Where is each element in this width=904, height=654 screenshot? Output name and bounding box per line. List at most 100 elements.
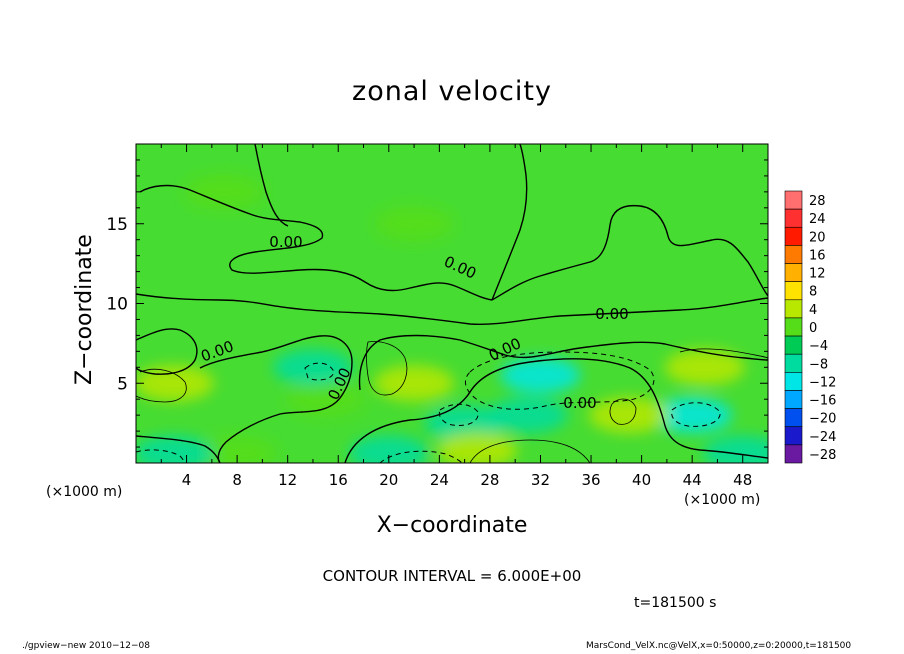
contour-line xyxy=(136,435,221,463)
x-tick-label: 44 xyxy=(683,471,702,489)
colorbar-segment xyxy=(784,317,803,337)
x-tick-label: 4 xyxy=(182,471,192,489)
contour-line xyxy=(366,341,408,396)
contour-line xyxy=(344,358,768,463)
colorbar-segment xyxy=(784,444,803,464)
x-tick-label: 32 xyxy=(531,471,550,489)
colorbar-tick-label: 4 xyxy=(809,303,817,318)
contour-line xyxy=(139,184,493,301)
colorbar-tick-label: 28 xyxy=(809,194,826,209)
colorbar-tick-label: −16 xyxy=(809,394,836,409)
field-regions xyxy=(136,173,768,463)
field-region xyxy=(588,397,669,434)
contour-interval: CONTOUR INTERVAL = 6.000E+00 xyxy=(322,567,582,585)
field-region xyxy=(702,435,768,463)
colorbar-segment xyxy=(784,245,803,264)
contour-label: 0.00 xyxy=(269,233,302,251)
y-tick-label: 5 xyxy=(117,374,128,394)
contour-line xyxy=(438,403,479,426)
contour-line xyxy=(609,398,637,425)
colorbar-segment xyxy=(784,335,803,355)
x-axis-label: X−coordinate xyxy=(376,513,528,538)
field-region xyxy=(374,365,455,402)
contour-line xyxy=(464,351,655,410)
colorbar-segment xyxy=(784,190,803,210)
contour-line xyxy=(671,402,721,427)
colorbar-segment xyxy=(784,372,803,391)
footer-right: MarsCond_VelX.nc@VelX,x=0:50000,z=0:2000… xyxy=(586,641,852,651)
x-tick-label: 28 xyxy=(480,471,499,489)
contour-line xyxy=(136,293,768,326)
y-axis-label: Z−coordinate xyxy=(72,234,97,385)
plot-area: 0.000.000.000.000.000.000.00 4 8 12 16 20 24 2… xyxy=(106,143,769,489)
contour-line xyxy=(491,144,528,301)
field-region xyxy=(348,435,429,463)
x-tick-label: 8 xyxy=(232,471,242,489)
colorbar-tick-label: −8 xyxy=(809,357,828,372)
field-region xyxy=(424,405,505,442)
colorbar-tick-label: 20 xyxy=(809,230,826,245)
x-tick-label: 20 xyxy=(379,471,398,489)
colorbar-tick-label: −28 xyxy=(809,448,836,463)
field-region xyxy=(136,365,214,402)
colorbar-segment xyxy=(784,408,803,428)
colorbar-segment xyxy=(784,208,803,228)
colorbar-segment xyxy=(784,390,803,409)
x-tick-label: 40 xyxy=(632,471,651,489)
contour-line xyxy=(379,450,463,463)
x-tick-label: 12 xyxy=(278,471,297,489)
field-region xyxy=(197,435,278,463)
contour-line xyxy=(358,334,768,391)
field-region xyxy=(437,432,518,463)
colorbar-segment xyxy=(784,226,803,246)
colorbar-segment xyxy=(784,353,803,373)
contour-line xyxy=(304,362,335,381)
y-tick-label: 10 xyxy=(106,295,128,315)
field-region xyxy=(500,357,581,394)
chart-title: zonal velocity xyxy=(352,76,552,107)
colorbar-tick-label: −4 xyxy=(809,339,828,354)
field-region xyxy=(272,349,353,386)
x-axis: 4 8 12 16 20 24 28 32 36 40 44 48 xyxy=(160,144,752,489)
contour-line xyxy=(679,348,768,359)
field-region xyxy=(664,349,745,386)
colorbar-tick-label: −20 xyxy=(809,412,836,427)
field-region xyxy=(487,397,568,434)
footer-left: ./gpview−new 2010−12−08 xyxy=(22,641,150,651)
colorbar-segment xyxy=(784,263,803,282)
contour-line xyxy=(491,204,768,301)
contour-label: 0.00 xyxy=(563,394,596,412)
colorbar-tick-label: 12 xyxy=(809,267,826,282)
colorbar: 28 24 20 16 12 8 4 0 −4 −8 −12 −16 −20 −24 −28 xyxy=(784,190,836,464)
contour-line xyxy=(136,449,185,463)
contour-lines xyxy=(136,144,768,463)
colorbar-tick-label: 8 xyxy=(809,285,817,300)
colorbar-tick-label: −24 xyxy=(809,430,836,445)
colorbar-tick-label: −12 xyxy=(809,375,836,390)
colorbar-tick-label: 24 xyxy=(809,212,826,227)
x-tick-label: 36 xyxy=(581,471,600,489)
contour-line xyxy=(136,368,187,403)
field-region xyxy=(374,205,455,242)
time-stamp: t=181500 s xyxy=(634,595,717,611)
colorbar-tick-label: 16 xyxy=(809,248,826,263)
contour-line xyxy=(199,335,353,463)
x-unit-label-right: (×1000 m) xyxy=(684,492,761,508)
field-region xyxy=(652,397,733,434)
colorbar-segment xyxy=(784,281,803,301)
x-unit-label-left: (×1000 m) xyxy=(46,484,123,500)
colorbar-segment xyxy=(784,299,803,319)
contour-line xyxy=(136,328,198,375)
negative-contours xyxy=(136,351,721,463)
x-tick-label: 24 xyxy=(430,471,449,489)
y-tick-label: 15 xyxy=(106,215,128,235)
x-tick-label: 48 xyxy=(733,471,752,489)
colorbar-segment xyxy=(784,426,803,446)
contour-line xyxy=(254,144,289,227)
contour-label: 0.00 xyxy=(595,305,628,323)
positive-contours xyxy=(136,341,768,463)
colorbar-tick-label: 0 xyxy=(809,321,817,336)
contour-line xyxy=(469,439,591,463)
field-region xyxy=(184,173,265,210)
